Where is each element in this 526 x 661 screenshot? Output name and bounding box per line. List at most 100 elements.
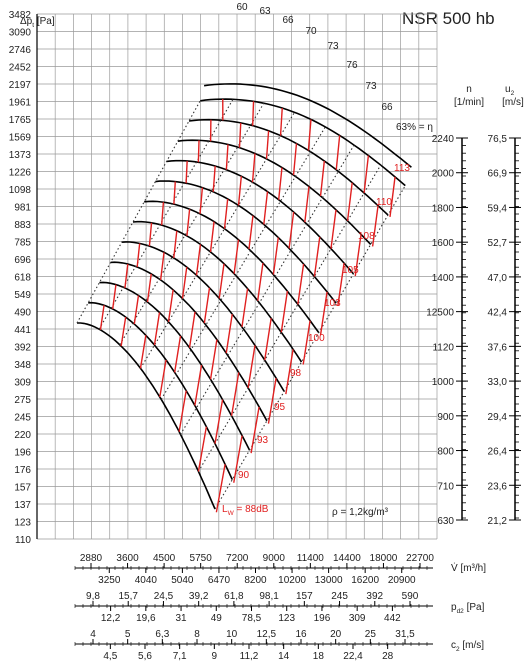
- efficiency-line: [197, 164, 382, 472]
- sound-curve: [148, 222, 153, 247]
- efficiency-label: 76: [346, 60, 358, 71]
- y-tick-label: 981: [14, 203, 31, 214]
- n-tick-label: 630: [437, 516, 454, 527]
- sound-curve: [215, 464, 226, 513]
- density-label: ρ = 1,2kg/m³: [332, 507, 389, 518]
- c2-axis-label: c2 [m/s]: [451, 640, 484, 653]
- sound-curve: [256, 262, 264, 301]
- u2-axis-label: u2: [505, 84, 515, 97]
- sound-curve: [272, 237, 279, 275]
- u2-axis-unit: [m/s]: [502, 97, 524, 108]
- speed-curve: [200, 98, 406, 187]
- sound-curve: [173, 181, 176, 205]
- c2-bottom-label: 11,2: [240, 651, 259, 661]
- n-tick-label: 1400: [432, 273, 455, 284]
- sound-curve: [251, 153, 256, 183]
- efficiency-line: [160, 126, 326, 400]
- n-tick-label: 900: [437, 412, 454, 423]
- sound-curve: [233, 435, 243, 483]
- u2-tick-label: 23,6: [488, 481, 508, 492]
- sound-curve: [292, 143, 298, 176]
- sound-curve: [212, 165, 216, 192]
- sound-curve: [160, 202, 165, 226]
- pd2-bottom-label: 196: [314, 613, 331, 624]
- sound-curve: [203, 287, 211, 324]
- sound-curve: [225, 313, 233, 354]
- sound-curve: [237, 176, 243, 206]
- sound-curve: [302, 320, 311, 365]
- c2-bottom-label: 7,1: [173, 651, 187, 661]
- sound-curve: [197, 426, 208, 472]
- flow-top-label: 14400: [333, 553, 361, 564]
- sound-level-label: 95: [274, 402, 286, 413]
- sound-level-label: 110: [376, 197, 392, 208]
- sound-curve: [181, 266, 188, 299]
- efficiency-label: 73: [327, 41, 339, 52]
- sound-curve: [279, 107, 283, 136]
- c2-bottom-label: 5,6: [138, 651, 152, 661]
- pd2-top-label: 392: [366, 591, 383, 602]
- pd2-bottom-label: 78,5: [242, 613, 262, 624]
- efficiency-line: [214, 185, 406, 510]
- pd2-bottom-label: 31: [175, 613, 187, 624]
- u2-tick-label: 29,4: [488, 412, 508, 423]
- n-tick-label: 1600: [432, 238, 455, 249]
- c2-top-label: 25: [365, 629, 377, 640]
- y-tick-label: 1373: [9, 150, 32, 161]
- y-tick-label: 1765: [9, 115, 32, 126]
- sound-curve: [285, 349, 294, 395]
- sound-curve: [197, 140, 200, 163]
- sound-curve: [133, 295, 140, 325]
- sound-curve: [319, 291, 328, 336]
- flow-top-label: 22700: [406, 553, 434, 564]
- sound-curve: [195, 244, 202, 276]
- c2-bottom-label: 28: [382, 651, 394, 661]
- sound-level-label: 108: [358, 231, 375, 242]
- sound-curve: [99, 305, 105, 331]
- sound-curve: [313, 236, 321, 277]
- sound-curve: [337, 263, 345, 306]
- y-tick-label: 3482: [9, 10, 32, 21]
- sound-curve: [214, 399, 224, 444]
- sound-curve: [209, 339, 218, 380]
- efficiency-line: [180, 144, 355, 435]
- efficiency-label: 63: [259, 6, 271, 17]
- y-tick-label: 883: [14, 220, 31, 231]
- sound-curve: [297, 263, 305, 305]
- sound-curve: [280, 291, 289, 333]
- sound-curve: [248, 215, 254, 250]
- n-tick-label: 710: [437, 481, 454, 492]
- sound-level-base-label: LW = 88dB: [222, 504, 269, 517]
- y-tick-label: 137: [14, 500, 31, 511]
- sound-curve: [167, 289, 174, 322]
- flow-bottom-label: 16200: [351, 575, 379, 586]
- flow-top-label: 18000: [370, 553, 398, 564]
- n-tick-label: 1120: [432, 342, 454, 353]
- sound-curve: [247, 345, 256, 389]
- pd2-top-label: 9,8: [86, 591, 100, 602]
- n-tick-label: 800: [437, 447, 454, 458]
- flow-bottom-label: 8200: [244, 575, 267, 586]
- pd2-top-label: 39,2: [189, 591, 209, 602]
- sound-level-label: 98: [290, 368, 302, 379]
- pd2-bottom-label: 309: [349, 613, 366, 624]
- flow-bottom-label: 20900: [388, 575, 416, 586]
- pd2-bottom-label: 12,2: [101, 613, 121, 624]
- flow-bottom-label: 3250: [98, 575, 121, 586]
- sound-curve: [178, 390, 187, 432]
- sound-curve: [136, 243, 141, 268]
- efficiency-line: [76, 100, 201, 324]
- u2-tick-label: 33,0: [488, 377, 508, 388]
- sound-curve: [363, 155, 370, 194]
- efficiency-label: 66: [381, 102, 393, 113]
- sound-curve: [159, 252, 165, 281]
- efficiency-line: [140, 112, 295, 369]
- flow-top-label: 3600: [116, 553, 139, 564]
- pd2-top-label: 590: [402, 591, 419, 602]
- pd2-top-label: 61,8: [224, 591, 244, 602]
- y-tick-label: 1961: [9, 98, 32, 109]
- pd2-top-label: 98,1: [259, 591, 279, 602]
- n-axis-unit: [1/min]: [454, 97, 484, 108]
- sound-curve: [389, 176, 396, 217]
